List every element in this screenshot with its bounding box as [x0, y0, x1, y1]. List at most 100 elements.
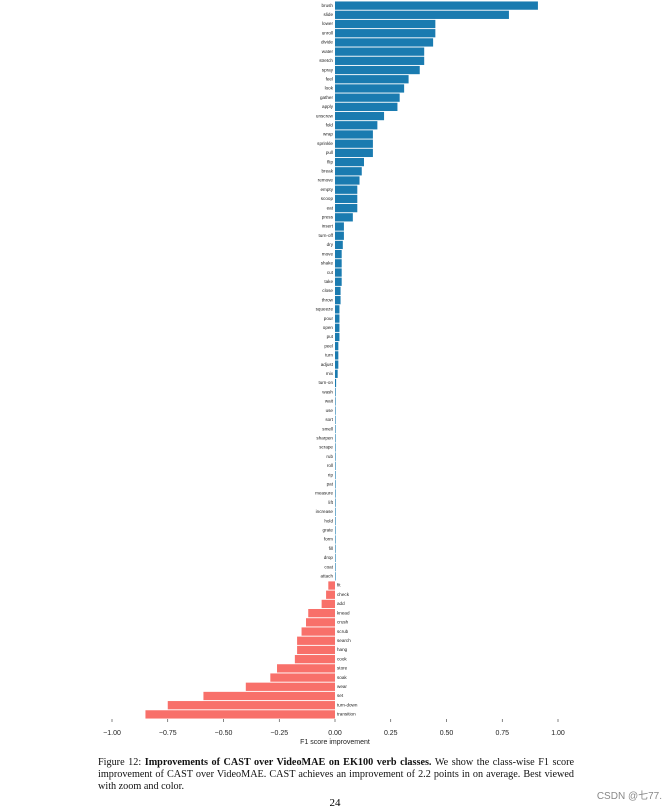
bar [335, 415, 336, 424]
bar [335, 452, 336, 461]
bar [335, 75, 409, 84]
category-label: close [322, 288, 333, 293]
x-axis-label: F1 score improvement [300, 739, 370, 746]
bar [335, 38, 434, 47]
category-label: attach [320, 574, 333, 579]
bar [321, 599, 335, 609]
category-label: pat [327, 481, 334, 486]
bar [335, 461, 336, 471]
category-label: wash [322, 389, 333, 394]
bar [277, 664, 335, 673]
category-label: turn [325, 353, 333, 358]
category-label: scrape [319, 445, 333, 450]
category-label: open [323, 325, 334, 330]
bar [335, 351, 339, 360]
x-tick-label: −0.25 [270, 730, 288, 737]
bar [335, 553, 336, 563]
category-label: feel [326, 76, 333, 81]
category-label: shake [321, 261, 334, 266]
category-label: eat [327, 205, 334, 210]
bar [335, 277, 342, 286]
bar [335, 424, 336, 434]
bar [335, 213, 353, 222]
category-label: move [322, 251, 334, 256]
bar [335, 121, 378, 130]
bar [335, 443, 336, 452]
category-label: remove [318, 178, 334, 183]
category-label: break [322, 169, 334, 174]
bar [335, 148, 373, 158]
bar [335, 480, 336, 489]
category-label: hang [337, 647, 348, 652]
bar [335, 526, 336, 535]
bar [335, 29, 436, 38]
watermark: CSDN @七77. [596, 791, 662, 802]
category-label: wear [337, 684, 347, 689]
bar [335, 240, 343, 250]
bar [245, 682, 335, 691]
bar [167, 701, 335, 710]
category-label: sprinkle [317, 141, 333, 146]
category-label: drop [324, 555, 334, 560]
bar [335, 111, 385, 121]
bar [335, 102, 398, 112]
category-label: turn-down [337, 702, 358, 707]
caption-text: We show the class-wise F1 score improvem… [98, 757, 574, 792]
bar [335, 562, 336, 572]
category-label: apply [322, 104, 334, 109]
category-label: increase [316, 509, 334, 514]
bar [335, 157, 364, 167]
category-label: take [324, 279, 333, 284]
category-label: sharpen [316, 435, 333, 440]
category-label: gather [320, 95, 333, 100]
category-label: cut [327, 270, 334, 275]
category-label: search [337, 638, 351, 643]
bar [335, 507, 336, 517]
bar [335, 434, 336, 443]
x-tick-label: −0.50 [215, 730, 233, 737]
category-label: form [324, 537, 333, 542]
category-label: fold [326, 122, 334, 127]
category-label: knead [337, 610, 350, 615]
bar [335, 249, 342, 259]
category-label: smell [322, 426, 333, 431]
bar [335, 203, 358, 213]
category-label: pull [326, 150, 333, 155]
bar [335, 65, 420, 75]
bar [270, 673, 335, 682]
category-label: wait [325, 399, 334, 404]
bar [335, 93, 400, 102]
category-label: divide [321, 40, 333, 45]
category-label: hold [324, 518, 333, 523]
category-label: water [322, 49, 334, 54]
bar [335, 296, 341, 305]
caption: Figure 12: Improvements of CAST over Vid… [98, 757, 574, 793]
bar [294, 655, 335, 664]
page-number: 24 [329, 797, 341, 809]
category-label: put [327, 334, 334, 339]
category-label: adjust [321, 362, 334, 367]
category-label: roll [327, 463, 333, 468]
category-label: cook [337, 656, 347, 661]
category-label: measure [315, 491, 333, 496]
category-label: use [326, 408, 334, 413]
category-label: transition [337, 712, 356, 717]
category-label: turn-off [319, 233, 334, 238]
category-label: wrap [323, 132, 333, 137]
bar [335, 19, 436, 29]
category-label: crush [337, 620, 349, 625]
bar [335, 332, 340, 342]
bar [335, 314, 340, 323]
x-tick-label: 0.25 [384, 730, 398, 737]
bar [335, 231, 344, 240]
bar [335, 360, 339, 369]
bar [335, 286, 341, 296]
category-label: add [337, 601, 345, 606]
category-label: grate [323, 528, 334, 533]
bar [335, 470, 336, 480]
category-label: peel [324, 343, 333, 348]
category-label: check [337, 592, 350, 597]
category-label: brush [322, 3, 334, 8]
category-label: rip [328, 472, 334, 477]
bar [335, 167, 362, 176]
